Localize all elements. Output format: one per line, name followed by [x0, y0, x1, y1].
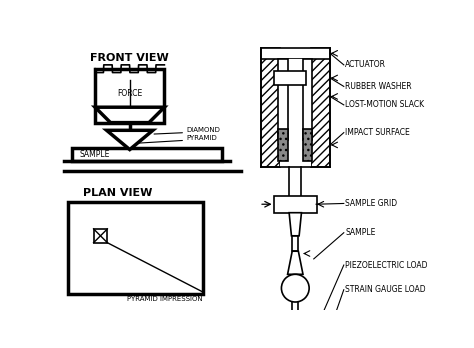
Bar [276, 323, 315, 329]
Bar [72, 148, 222, 161]
Bar [93, 229, 108, 243]
Bar [303, 60, 312, 140]
Bar [274, 196, 317, 213]
Text: SAMPLE GRID: SAMPLE GRID [346, 199, 398, 208]
Text: DIAMOND
PYRAMID: DIAMOND PYRAMID [186, 127, 220, 141]
Text: ACTUATOR: ACTUATOR [346, 60, 386, 69]
Bar [261, 48, 280, 167]
Polygon shape [107, 130, 153, 150]
Text: IMPACT SURFACE: IMPACT SURFACE [346, 128, 410, 137]
Bar [276, 335, 315, 341]
Bar [278, 129, 288, 161]
Text: PYRAMID IMPRESSION: PYRAMID IMPRESSION [127, 296, 203, 302]
Text: PLAN VIEW: PLAN VIEW [83, 188, 153, 198]
Bar [278, 60, 288, 140]
Bar [276, 329, 315, 335]
Circle shape [282, 274, 309, 302]
Bar [292, 236, 298, 251]
Text: STRAIN GAUGE LOAD: STRAIN GAUGE LOAD [346, 285, 426, 294]
Bar [303, 129, 312, 161]
Text: FORCE: FORCE [117, 89, 142, 98]
Polygon shape [95, 107, 164, 122]
Bar [261, 48, 330, 60]
Text: PIEZOELECTRIC LOAD: PIEZOELECTRIC LOAD [346, 261, 428, 270]
Bar [274, 71, 306, 85]
Polygon shape [288, 251, 303, 274]
Text: LOST-MOTION SLACK: LOST-MOTION SLACK [346, 101, 424, 109]
Bar [310, 48, 330, 167]
Bar [95, 69, 164, 122]
Text: FRONT VIEW: FRONT VIEW [91, 53, 169, 63]
Text: SAMPLE: SAMPLE [80, 150, 110, 159]
Text: RUBBER WASHER: RUBBER WASHER [346, 82, 412, 91]
Bar [68, 202, 203, 294]
Bar [280, 60, 310, 167]
Polygon shape [289, 213, 301, 236]
Text: SAMPLE: SAMPLE [346, 228, 376, 237]
